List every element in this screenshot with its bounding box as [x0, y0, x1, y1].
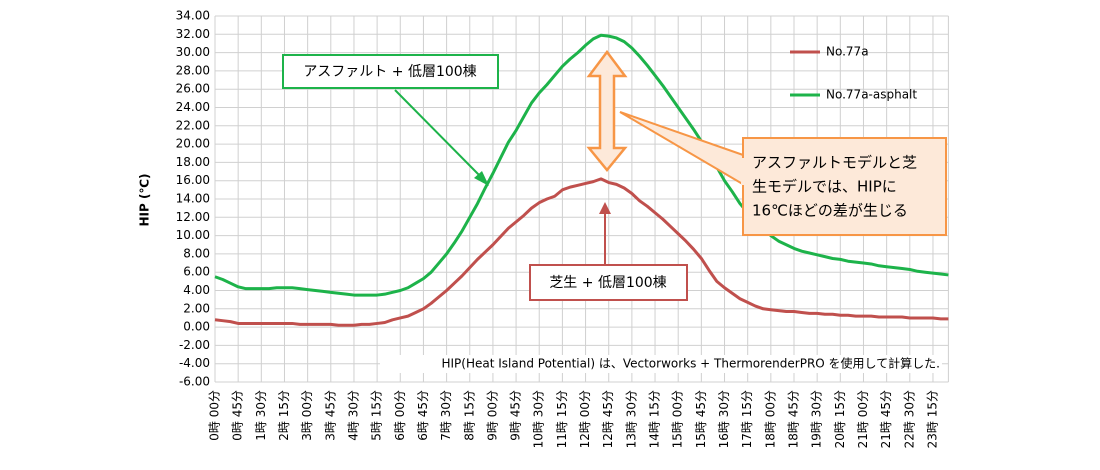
x-tick-label: 1時 30分	[254, 390, 268, 441]
y-tick-label: -6.00	[179, 375, 210, 389]
x-tick-label: 18時 00分	[763, 390, 777, 448]
y-tick-label: 0.00	[183, 320, 210, 334]
legend-label: No.77a-asphalt	[826, 88, 917, 102]
x-tick-label: 23時 15分	[925, 390, 939, 448]
x-tick-label: 20時 15分	[833, 390, 847, 448]
y-axis-label: HIP (℃)	[138, 174, 152, 227]
x-tick-label: 3時 00分	[300, 390, 314, 441]
y-tick-label: 20.00	[176, 137, 210, 151]
annotation: アスファルトモデルと芝	[752, 154, 917, 172]
y-tick-label: -4.00	[179, 356, 210, 370]
y-tick-label: 26.00	[176, 82, 210, 96]
x-tick-label: 7時 30分	[439, 390, 453, 441]
y-tick-label: 10.00	[176, 228, 210, 242]
y-tick-label: 34.00	[176, 9, 210, 23]
x-tick-label: 5時 15分	[370, 390, 384, 441]
note: HIP(Heat Island Potential) は、Vectorworks…	[441, 356, 940, 371]
arrow-head	[474, 171, 489, 186]
note-bg	[380, 355, 942, 373]
arrow	[394, 89, 483, 179]
legend-label: No.77a	[826, 45, 869, 59]
x-tick-label: 8時 15分	[462, 390, 476, 441]
x-tick-label: 9時 00分	[485, 390, 499, 441]
x-tick-label: 16時 30分	[717, 390, 731, 448]
x-tick-label: 6時 00分	[393, 390, 407, 441]
y-tick-label: 24.00	[176, 100, 210, 114]
y-tick-label: 14.00	[176, 192, 210, 206]
x-tick-label: 21時 45分	[879, 390, 893, 448]
x-tick-label: 13時 30分	[624, 390, 638, 448]
annotation-box	[529, 264, 688, 301]
series-line	[214, 33, 949, 297]
x-tick-label: 21時 00分	[856, 390, 870, 448]
double-arrow	[586, 49, 628, 172]
x-tick-label: 19時 30分	[810, 390, 824, 448]
x-tick-label: 15時 45分	[694, 390, 708, 448]
annotation-box	[282, 54, 499, 89]
y-tick-label: 6.00	[183, 265, 210, 279]
y-tick-label: 8.00	[183, 246, 210, 260]
x-tick-label: 18時 45分	[787, 390, 801, 448]
annotation: 16℃ほどの差が生じる	[752, 202, 908, 220]
x-tick-label: 17時 15分	[740, 390, 754, 448]
annotation-box	[742, 137, 947, 236]
x-tick-label: 11時 15分	[555, 390, 569, 448]
x-tick-label: 6時 45分	[416, 390, 430, 441]
x-tick-label: 0時 45分	[231, 390, 245, 441]
y-tick-label: 32.00	[176, 27, 210, 41]
x-tick-label: 15時 00分	[671, 390, 685, 448]
x-tick-label: 12時 45分	[601, 390, 615, 448]
y-tick-label: 16.00	[176, 173, 210, 187]
x-tick-label: 4時 30分	[346, 390, 360, 441]
y-tick-label: 30.00	[176, 45, 210, 59]
annotation: アスファルト + 低層100棟	[303, 64, 476, 80]
x-tick-label: 12時 00分	[578, 390, 592, 448]
x-tick-label: 10時 30分	[532, 390, 546, 448]
callout-wedge	[619, 111, 747, 188]
x-tick-label: 22時 30分	[902, 390, 916, 448]
arrow-head	[599, 202, 611, 214]
x-tick-label: 0時 00分	[208, 390, 222, 441]
x-tick-label: 9時 45分	[509, 390, 523, 441]
y-tick-label: 22.00	[176, 118, 210, 132]
y-tick-label: 2.00	[183, 301, 210, 315]
callout-join	[741, 158, 747, 185]
y-tick-label: 12.00	[176, 210, 210, 224]
y-tick-label: 4.00	[183, 283, 210, 297]
series-line	[214, 177, 949, 327]
x-tick-label: 3時 45分	[323, 390, 337, 441]
y-tick-label: -2.00	[179, 338, 210, 352]
y-tick-label: 28.00	[176, 63, 210, 77]
annotation: 生モデルでは、HIPに	[752, 178, 897, 196]
x-tick-label: 14時 15分	[648, 390, 662, 448]
x-tick-label: 2時 15分	[277, 390, 291, 441]
annotation: 芝生 + 低層100棟	[549, 275, 666, 291]
y-tick-label: 18.00	[176, 155, 210, 169]
